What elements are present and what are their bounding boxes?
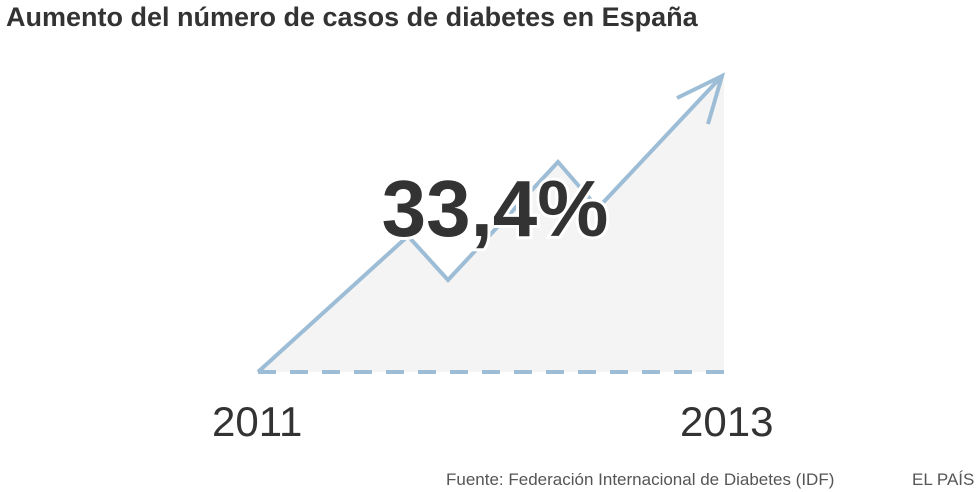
area-fill xyxy=(258,74,724,372)
chart-title: Aumento del número de casos de diabetes … xyxy=(6,2,698,32)
trend-line xyxy=(256,74,724,374)
brand-credit: EL PAÍS xyxy=(912,470,975,489)
percent-label: 33,4% xyxy=(382,164,609,253)
arrow-head xyxy=(676,72,726,125)
source-note: Fuente: Federación Internacional de Diab… xyxy=(446,470,835,489)
start-year-label: 2011 xyxy=(212,398,303,445)
end-year-label: 2013 xyxy=(680,398,774,445)
